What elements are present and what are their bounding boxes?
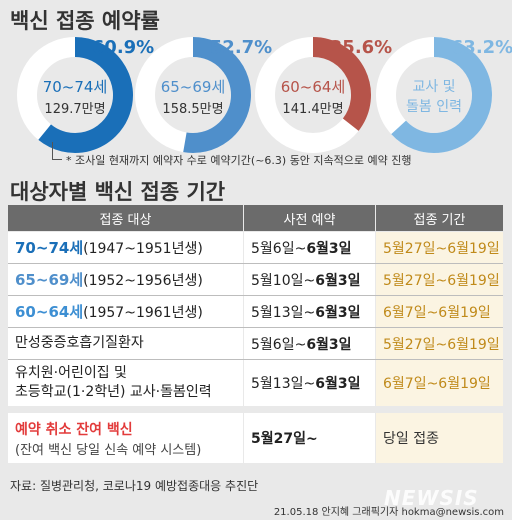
- vaccination-cell: 당일 접종: [376, 413, 503, 463]
- donut-arc: [391, 37, 492, 153]
- pre-end: 6월3일: [306, 336, 352, 353]
- target-line2: 초등학교(1·2학년) 교사·돌봄인력: [15, 384, 212, 400]
- pre-end: 6월3일: [315, 272, 361, 289]
- target-cell: 예약 취소 잔여 백신 (잔여 백신 당일 신속 예약 시스템): [8, 413, 243, 463]
- pre-start: 5월13일~: [251, 304, 316, 321]
- pre-booking-cell: 5월6일~ 6월3일: [244, 232, 375, 263]
- donut-group-name: 65~69세: [161, 78, 226, 96]
- pre-end: 6월3일: [306, 240, 352, 257]
- vaccination-cell: 5월27일~6월19일: [376, 232, 503, 263]
- percent-label: 60.9%: [92, 37, 154, 58]
- target-cell: 70~74세 (1947~1951년생): [8, 232, 243, 263]
- birth-years: (1957~1961년생): [83, 304, 203, 321]
- table-row: 60~64세 (1957~1961년생) 5월13일~ 6월3일 6월7일~6월1…: [8, 296, 503, 327]
- pre-start: 5월13일~: [251, 376, 316, 392]
- donut-arc: [312, 37, 371, 131]
- source-note: 자료: 질병관리청, 코로나19 예방접종대응 추진단: [10, 479, 259, 493]
- target-cell: 만성중증호흡기질환자: [8, 328, 243, 359]
- pre-end: 6월3일: [315, 376, 361, 392]
- target-line1: 유치원·어린이집 및: [15, 365, 127, 381]
- birth-years: (1947~1951년생): [83, 240, 203, 257]
- header-vaccination-period: 접종 기간: [376, 205, 503, 231]
- header-target: 접종 대상: [8, 205, 243, 231]
- age-group: 70~74세: [15, 239, 84, 257]
- table-row: 만성중증호흡기질환자 5월6일~ 6월3일 5월27일~6월19일: [8, 328, 503, 359]
- table-header-row: 접종 대상 사전 예약 접종 기간: [8, 205, 503, 231]
- donut-chart-group: 60.9% 70~74세 129.7만명 52.7% 65~69세 158.5만명 35.6…: [17, 37, 512, 153]
- pre-start: 5월6일~: [251, 240, 307, 257]
- header-pre-booking: 사전 예약: [244, 205, 375, 231]
- footnote: * 조사일 현재까지 예약자 수로 예약기간(~6.3) 동안 지속적으로 예약…: [66, 154, 412, 167]
- target-cell: 60~64세 (1957~1961년생): [8, 296, 243, 327]
- donut-count: 158.5만명: [162, 102, 223, 117]
- donut-count: 141.4만명: [282, 102, 343, 117]
- credit-line: 21.05.18 안지혜 그래픽기자 hokma@newsis.com: [273, 507, 504, 518]
- pre-booking-cell: 5월6일~ 6월3일: [244, 328, 375, 359]
- pre-booking-cell: 5월10일~ 6월3일: [244, 264, 375, 295]
- vaccination-cell: 6월7일~6월19일: [376, 296, 503, 327]
- pre-booking-cell: 5월27일~: [244, 413, 375, 463]
- pre-booking-cell: 5월13일~ 6월3일: [244, 360, 375, 406]
- donut-group-name: 돌봄 인력: [406, 99, 462, 115]
- footnote-bracket: [52, 142, 62, 160]
- donut-group-name: 교사 및: [412, 79, 455, 95]
- watermark-logo: NEWSIS: [384, 486, 479, 510]
- chart-title: 백신 접종 예약률: [10, 9, 160, 33]
- vaccination-cell: 5월27일~6월19일: [376, 328, 503, 359]
- pre-end: 6월3일: [315, 304, 361, 321]
- table-row: 70~74세 (1947~1951년생) 5월6일~ 6월3일 5월27일~6월1…: [8, 232, 503, 263]
- percent-label: 52.7%: [210, 37, 272, 58]
- donut-arc: [38, 37, 133, 153]
- table-row: 65~69세 (1952~1956년생) 5월10일~ 6월3일 5월27일~6월…: [8, 264, 503, 295]
- table-title: 대상자별 백신 접종 기간: [10, 180, 226, 204]
- table-row: 유치원·어린이집 및 초등학교(1·2학년) 교사·돌봄인력 5월13일~ 6월3…: [8, 360, 503, 406]
- target-cell: 유치원·어린이집 및 초등학교(1·2학년) 교사·돌봄인력: [8, 360, 243, 406]
- age-group: 60~64세: [15, 303, 84, 321]
- leftover-vaccine-sub: (잔여 백신 당일 신속 예약 시스템): [15, 442, 202, 458]
- donut-arc: [183, 37, 251, 153]
- age-group: 65~69세: [15, 271, 84, 289]
- donut-group-name: 60~64세: [281, 78, 346, 96]
- vaccination-cell: 6월7일~6월19일: [376, 360, 503, 406]
- pre-booking-cell: 5월13일~ 6월3일: [244, 296, 375, 327]
- pre-start: 5월10일~: [251, 272, 316, 289]
- percent-label: 63.2%: [451, 37, 512, 58]
- donut-group-name: 70~74세: [43, 78, 108, 96]
- target-cell: 65~69세 (1952~1956년생): [8, 264, 243, 295]
- leftover-vaccine-label: 예약 취소 잔여 백신: [15, 421, 133, 438]
- birth-years: (1952~1956년생): [83, 272, 203, 289]
- percent-label: 35.6%: [330, 37, 392, 58]
- special-row: 예약 취소 잔여 백신 (잔여 백신 당일 신속 예약 시스템) 5월27일~ …: [8, 413, 503, 463]
- pre-start: 5월6일~: [251, 336, 307, 353]
- donut-count: 129.7만명: [44, 102, 105, 117]
- vaccination-cell: 5월27일~6월19일: [376, 264, 503, 295]
